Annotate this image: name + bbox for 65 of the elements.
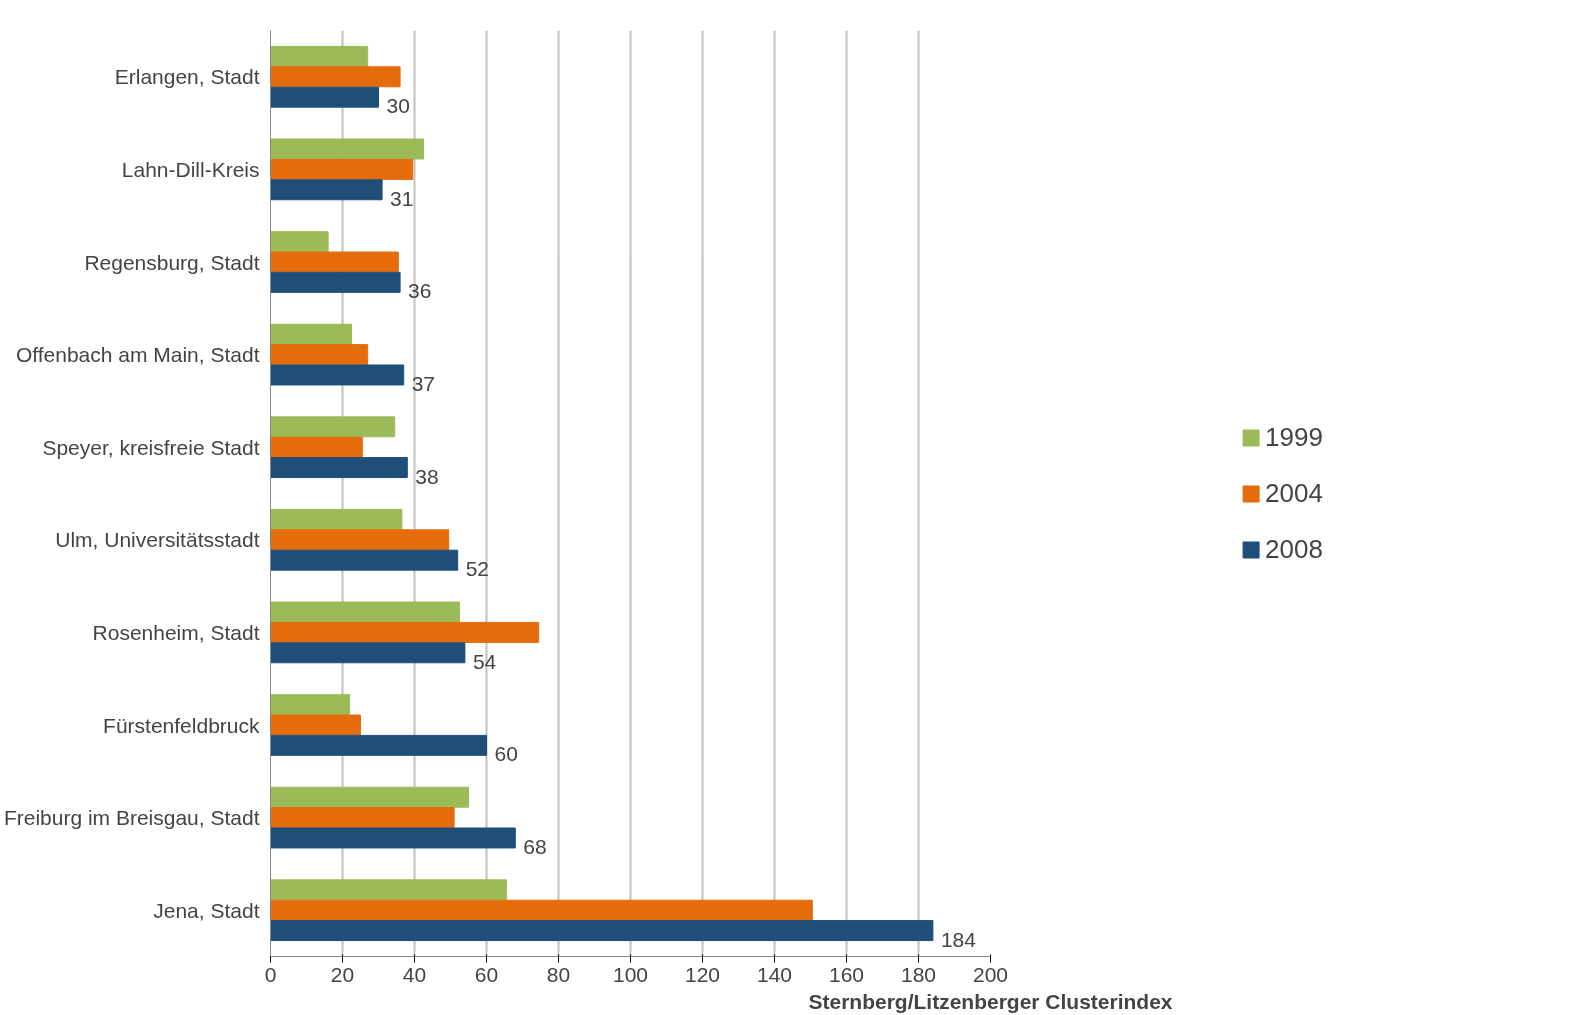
bar [270, 45, 369, 67]
y-tick-label: Speyer, kreisfreie Stadt [42, 435, 260, 459]
y-tick-label: Erlangen, Stadt [114, 65, 260, 89]
bar [270, 138, 424, 160]
data-label: 38 [415, 464, 439, 488]
bar [270, 549, 459, 571]
x-tick-label: 60 [474, 962, 499, 986]
bar [270, 364, 405, 386]
x-tick-label: 120 [684, 962, 721, 986]
bar [270, 231, 329, 253]
bar [270, 734, 487, 756]
bar [270, 694, 351, 716]
x-tick-label: 20 [330, 962, 355, 986]
bar [270, 416, 396, 438]
bar [270, 601, 460, 623]
data-label: 184 [940, 927, 977, 951]
bar [270, 786, 469, 808]
x-axis-title: Sternberg/Litzenberger Clusterindex [808, 989, 1173, 1013]
data-label: 60 [494, 742, 518, 766]
data-label: 68 [523, 834, 547, 858]
x-tick-label: 80 [546, 962, 571, 986]
legend-label: 1999 [1265, 421, 1323, 453]
bar [270, 457, 408, 479]
y-tick-label: Jena, Stadt [153, 898, 260, 922]
x-tick-label: 160 [828, 962, 865, 986]
y-tick-label: Fürstenfeldbruck [103, 713, 260, 737]
x-tick-label: 100 [612, 962, 649, 986]
x-tick-label: 140 [756, 962, 793, 986]
x-tick-label: 40 [402, 962, 427, 986]
y-tick-label: Lahn-Dill-Kreis [121, 157, 260, 181]
x-tick-label: 200 [972, 962, 1009, 986]
data-label: 37 [411, 371, 436, 395]
bar [270, 271, 401, 293]
bar [270, 158, 414, 180]
legend-label: 2004 [1265, 477, 1323, 509]
bar [270, 251, 399, 273]
bar [270, 827, 516, 849]
bar [270, 920, 934, 942]
bar [270, 508, 403, 530]
bar [270, 621, 540, 643]
data-label: 52 [465, 557, 490, 581]
data-label: 30 [386, 94, 410, 118]
y-tick-label: Rosenheim, Stadt [92, 620, 260, 644]
y-tick-label: Ulm, Universitätsstadt [55, 528, 260, 552]
bar [270, 529, 450, 551]
bar [270, 179, 383, 201]
x-tick-label: 180 [900, 962, 937, 986]
y-tick-label: Regensburg, Stadt [84, 250, 260, 274]
bar [270, 436, 363, 458]
data-label: 31 [390, 186, 414, 210]
y-tick-label: Freiburg im Breisgau, Stadt [3, 806, 260, 830]
legend-label: 2008 [1265, 533, 1323, 565]
data-label: 54 [472, 649, 497, 673]
bar [270, 642, 466, 664]
bar [270, 899, 813, 921]
bar [270, 807, 455, 829]
bar [270, 86, 379, 108]
y-tick-label: Offenbach am Main, Stadt [15, 343, 260, 367]
x-tick-label: 0 [264, 962, 277, 986]
bar [270, 879, 507, 901]
bar [270, 714, 361, 736]
bar [270, 323, 352, 345]
bar [270, 66, 401, 88]
bar [270, 344, 369, 366]
data-label: 36 [408, 279, 432, 303]
